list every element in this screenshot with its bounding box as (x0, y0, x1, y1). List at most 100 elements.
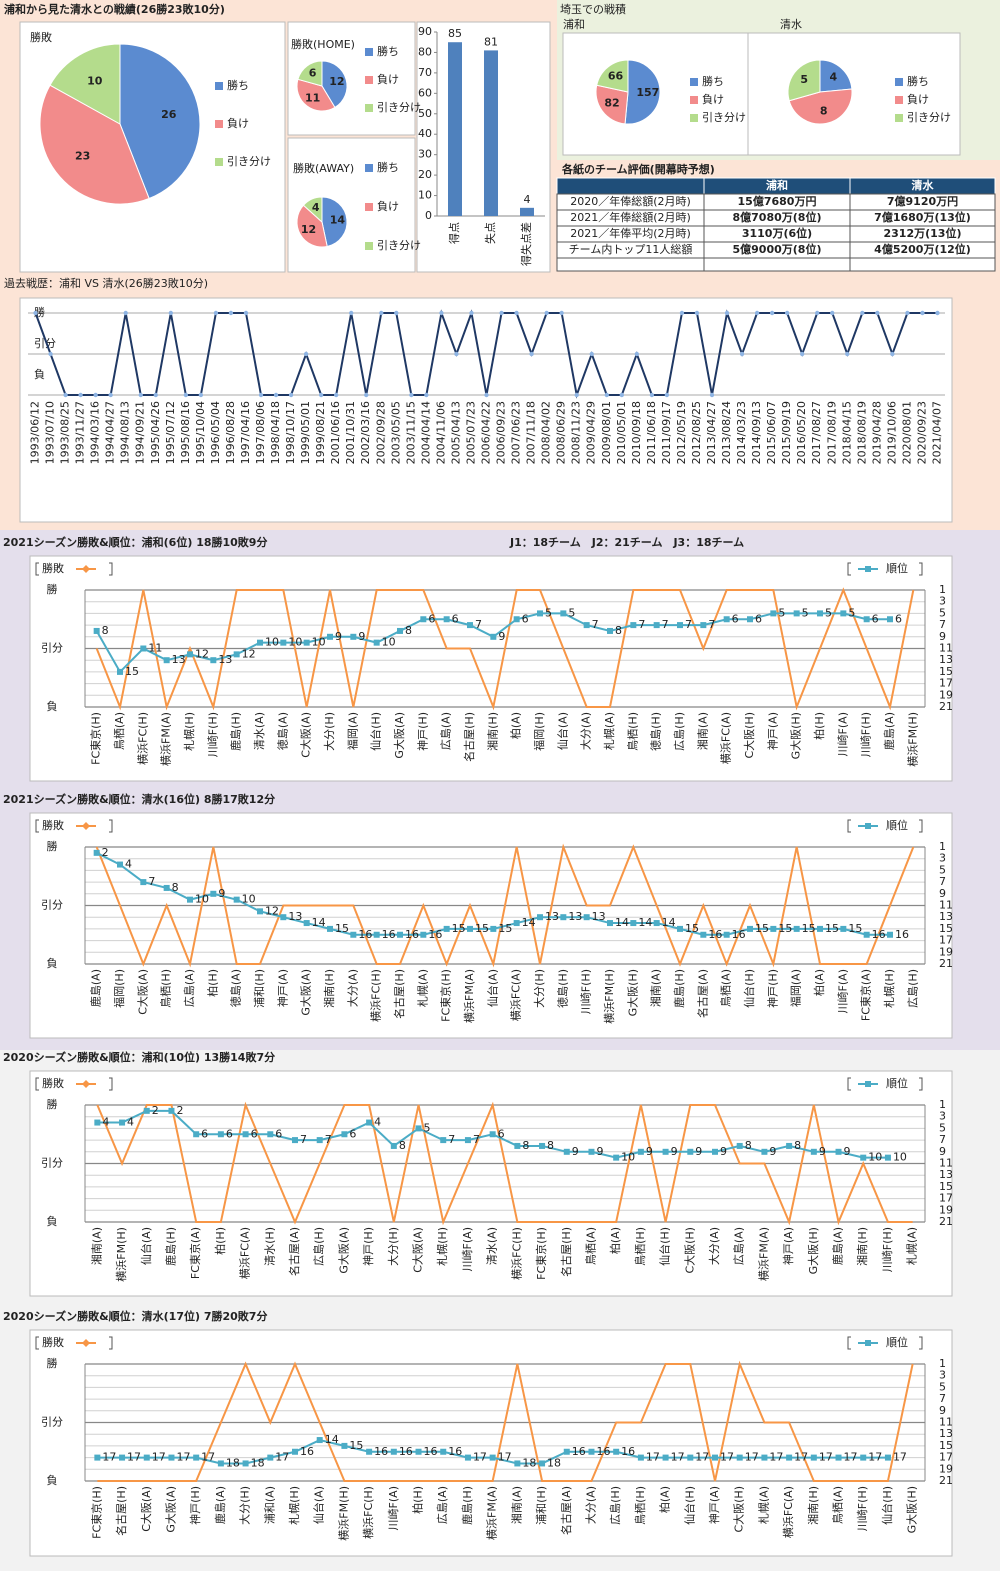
x-tick-label: 神戸(A) (707, 1486, 721, 1524)
rank-label: 4 (374, 1116, 381, 1129)
rank-marker (280, 639, 287, 646)
rank-marker (119, 1119, 126, 1126)
rank-label: 9 (572, 1145, 579, 1158)
x-tick-label: 神戸(H) (415, 712, 429, 751)
rank-marker (341, 1442, 348, 1449)
result-dot (138, 392, 143, 398)
pie-slice (296, 204, 328, 248)
legend-bracket (919, 562, 923, 576)
rank-label: 7 (325, 1133, 332, 1146)
panel-title: 浦和から見た清水との戦績(26勝23敗10分) (4, 2, 225, 16)
y2-tick-label: 17 (939, 1192, 953, 1205)
rank-label: 16 (399, 1445, 413, 1458)
x-tick-label: 川崎F(A) (460, 1227, 474, 1271)
rank-marker (210, 657, 217, 664)
x-tick-label: FC東京(H) (439, 969, 453, 1022)
rank-marker (630, 920, 637, 927)
x-tick-label: 湘南(H) (322, 969, 336, 1008)
rank-marker (786, 1454, 793, 1461)
rank-label: 6 (226, 1127, 233, 1140)
x-tick-label: 2017/08/27 (810, 401, 823, 464)
rank-label: 16 (732, 928, 746, 941)
legend-label: 負け (227, 117, 249, 130)
x-tick-label: 2014/03/23 (735, 401, 748, 464)
pie-slice (787, 59, 821, 102)
rank-label: 10 (312, 636, 326, 649)
rank-marker (723, 616, 730, 623)
y-tick-label: 負 (47, 1215, 58, 1228)
rank-label: 15 (452, 922, 466, 935)
x-tick-label: 2016/05/20 (795, 401, 808, 464)
pie-label: 26 (161, 108, 177, 121)
x-tick-label: FC東京(A) (859, 969, 873, 1021)
x-tick-label: 2008/06/29 (555, 401, 568, 464)
x-tick-label: 2020/08/01 (900, 401, 913, 464)
y-tick-label: 30 (418, 148, 432, 161)
header-text: 清水 (912, 178, 935, 192)
rank-marker (440, 1137, 447, 1144)
y-tick-label: 60 (418, 86, 432, 99)
y2-tick-label: 13 (939, 653, 953, 666)
rank-marker (420, 931, 427, 938)
rank-marker (490, 925, 497, 932)
y2-tick-label: 19 (939, 1203, 953, 1216)
x-tick-label: 徳島(A) (275, 712, 289, 750)
y2-tick-label: 21 (939, 1215, 953, 1228)
result-dot (469, 310, 474, 316)
rank-label: 17 (127, 1451, 141, 1464)
x-tick-label: 仙台(H) (682, 1486, 696, 1525)
x-tick-label: 2009/04/29 (585, 401, 598, 464)
y2-tick-label: 1 (939, 840, 946, 853)
result-dot (589, 351, 594, 357)
legend-label: 勝ち (907, 74, 929, 88)
x-tick-label: G大阪(A) (392, 712, 406, 759)
x-tick-label: 鳥栖(H) (633, 1486, 647, 1525)
rank-label: 6 (498, 1127, 505, 1140)
table-text: 2021／年俸総額(2月時) (570, 210, 691, 224)
y2-tick-label: 3 (939, 1110, 946, 1123)
result-dot (273, 392, 279, 398)
rank-label: 17 (745, 1451, 759, 1464)
result-dot (228, 310, 234, 316)
rank-label: 7 (300, 1133, 307, 1146)
rank-label: 6 (201, 1127, 208, 1140)
x-tick-label: 横浜FM(H) (905, 712, 919, 767)
rank-marker (489, 1454, 496, 1461)
y-tick-label: 勝 (34, 305, 45, 319)
panel (416, 21, 551, 273)
x-tick-label: 2007/06/23 (510, 401, 523, 464)
rank-label: 15 (825, 922, 839, 935)
x-tick-label: 湘南(A) (649, 969, 663, 1007)
x-tick-label: 1998/04/18 (269, 401, 282, 464)
x-tick-label: 名古屋(H) (462, 712, 476, 762)
rank-marker (810, 1454, 817, 1461)
rank-label: 17 (844, 1451, 858, 1464)
rank-label: 10 (195, 893, 209, 906)
legend-bracket (109, 819, 113, 833)
x-tick-label: 仙台(H) (658, 1227, 672, 1266)
rank-marker (94, 1454, 101, 1461)
legend-label: 引き分け (377, 238, 421, 252)
rank-label: 16 (621, 1445, 635, 1458)
rank-label: 6 (428, 612, 435, 625)
pie-slice (297, 60, 323, 87)
x-tick-label: 名古屋(H) (114, 1486, 128, 1536)
y2-tick-label: 3 (939, 852, 946, 865)
x-tick-label: 柏(A) (509, 712, 523, 739)
x-tick-label: 2006/04/22 (480, 401, 493, 464)
result-dot (799, 351, 805, 357)
rank-marker (94, 1119, 101, 1126)
x-tick-label: 神戸(H) (361, 1227, 375, 1266)
rank-marker (366, 1448, 373, 1455)
table-text: 2312万(13位) (884, 226, 962, 240)
legend-marker (865, 566, 871, 572)
pie-slice (296, 78, 336, 112)
x-tick-label: 得失点差 (519, 222, 533, 266)
result-dot (439, 310, 444, 316)
y-tick-label: 50 (418, 107, 432, 120)
rank-marker (464, 1137, 471, 1144)
x-tick-label: 2013/04/27 (705, 401, 718, 464)
legend-bracket (847, 819, 851, 833)
pie-slice (39, 84, 150, 205)
x-tick-label: 横浜FC(A) (781, 1486, 795, 1538)
